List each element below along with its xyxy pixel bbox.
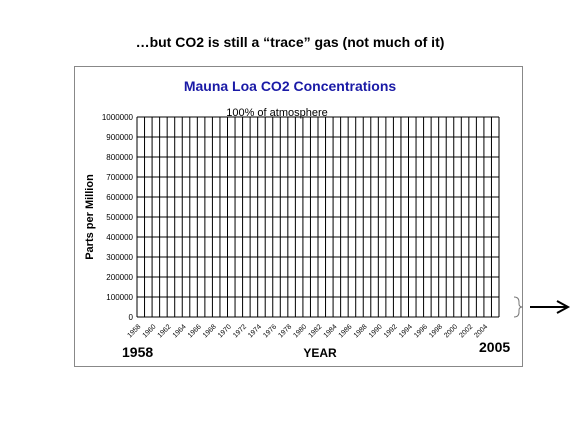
x-tick-label: 1998 xyxy=(428,323,444,339)
x-tick-label: 1982 xyxy=(307,323,323,339)
y-tick-labels: 0 100000 200000 300000 400000 500000 600000 700… xyxy=(102,113,134,322)
start-year-label: 1958 xyxy=(122,344,154,360)
y-tick-label: 400000 xyxy=(106,233,133,242)
x-tick-label: 1990 xyxy=(368,323,384,339)
y-tick-label: 800000 xyxy=(106,153,133,162)
x-tick-label: 2002 xyxy=(458,323,474,339)
x-tick-labels: 1958 1960 1962 1964 1966 1968 1970 1972 1974 1976… xyxy=(126,323,489,339)
right-arrow-icon xyxy=(513,296,571,318)
x-tick-label: 1962 xyxy=(157,323,173,339)
arrow-head xyxy=(556,300,571,314)
y-tick-label: 900000 xyxy=(106,133,133,142)
y-tick-label: 100000 xyxy=(106,293,133,302)
y-tick-label: 0 xyxy=(129,313,134,322)
x-tick-label: 1996 xyxy=(413,323,429,339)
x-tick-label: 1970 xyxy=(217,323,233,339)
chart-annotation: 100% of atmosphere xyxy=(226,107,328,119)
x-tick-label: 1964 xyxy=(172,323,188,339)
x-tick-label: 1972 xyxy=(232,323,248,339)
x-tick-label: 1974 xyxy=(247,323,263,339)
x-tick-label: 1966 xyxy=(187,323,203,339)
x-tick-label: 2004 xyxy=(473,323,489,339)
y-tick-label: 1000000 xyxy=(102,113,134,122)
x-tick-label: 1960 xyxy=(142,323,158,339)
x-tick-label: 1994 xyxy=(398,323,414,339)
x-tick-label: 1980 xyxy=(292,323,308,339)
x-tick-label: 1978 xyxy=(277,323,293,339)
y-tick-label: 700000 xyxy=(106,173,133,182)
x-tick-label: 2000 xyxy=(443,323,459,339)
co2-chart: Mauna Loa CO2 Concentrations 100% of atm… xyxy=(84,78,500,360)
x-tick-label: 1958 xyxy=(126,323,142,339)
x-tick-label: 1968 xyxy=(202,323,218,339)
chart-frame: Mauna Loa CO2 Concentrations 100% of atm… xyxy=(74,66,523,367)
chart-title: Mauna Loa CO2 Concentrations xyxy=(184,78,397,94)
y-tick-label: 200000 xyxy=(106,273,133,282)
x-tick-label: 1988 xyxy=(353,323,369,339)
x-tick-label: 1976 xyxy=(262,323,278,339)
end-year-label: 2005 xyxy=(479,339,511,355)
x-tick-label: 1984 xyxy=(323,323,339,339)
bracket-mark xyxy=(513,296,524,318)
slide-title: …but CO2 is still a “trace” gas (not muc… xyxy=(135,34,445,50)
x-tick-label: 1986 xyxy=(338,323,354,339)
y-tick-label: 300000 xyxy=(106,253,133,262)
x-tick-label: 1992 xyxy=(383,323,399,339)
x-axis-label: YEAR xyxy=(303,346,337,360)
y-tick-label: 500000 xyxy=(106,213,133,222)
y-axis-label: Parts per Million xyxy=(84,174,96,260)
y-tick-label: 600000 xyxy=(106,193,133,202)
plot-grid xyxy=(136,116,500,318)
